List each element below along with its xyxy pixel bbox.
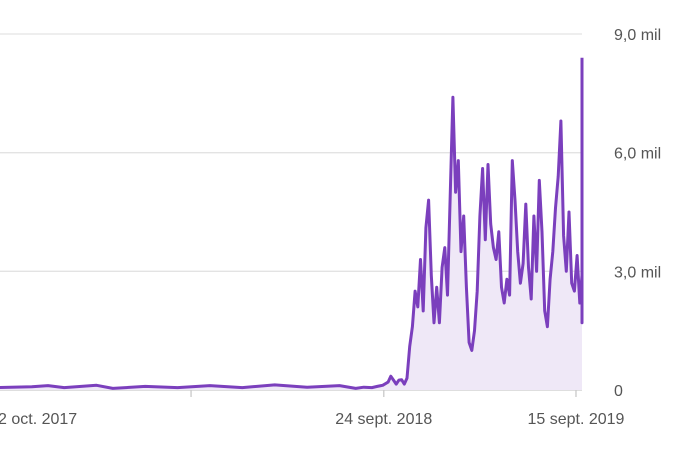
x-axis-ticks: 2 oct. 2017 24 sept. 2018 15 sept. 2019 (0, 390, 625, 428)
x-tick-label: 2 oct. 2017 (0, 411, 77, 428)
x-tick-label: 24 sept. 2018 (335, 411, 432, 428)
y-tick-label: 9,0 mil (614, 27, 661, 44)
x-tick-label: 15 sept. 2019 (527, 411, 624, 428)
y-tick-label: 6,0 mil (614, 146, 661, 163)
y-tick-label: 3,0 mil (614, 264, 661, 281)
y-axis-ticks: 9,0 mil 6,0 mil 3,0 mil 0 (614, 27, 661, 400)
series-area (0, 57, 582, 390)
y-tick-label: 0 (614, 383, 623, 400)
series-line (0, 57, 584, 390)
